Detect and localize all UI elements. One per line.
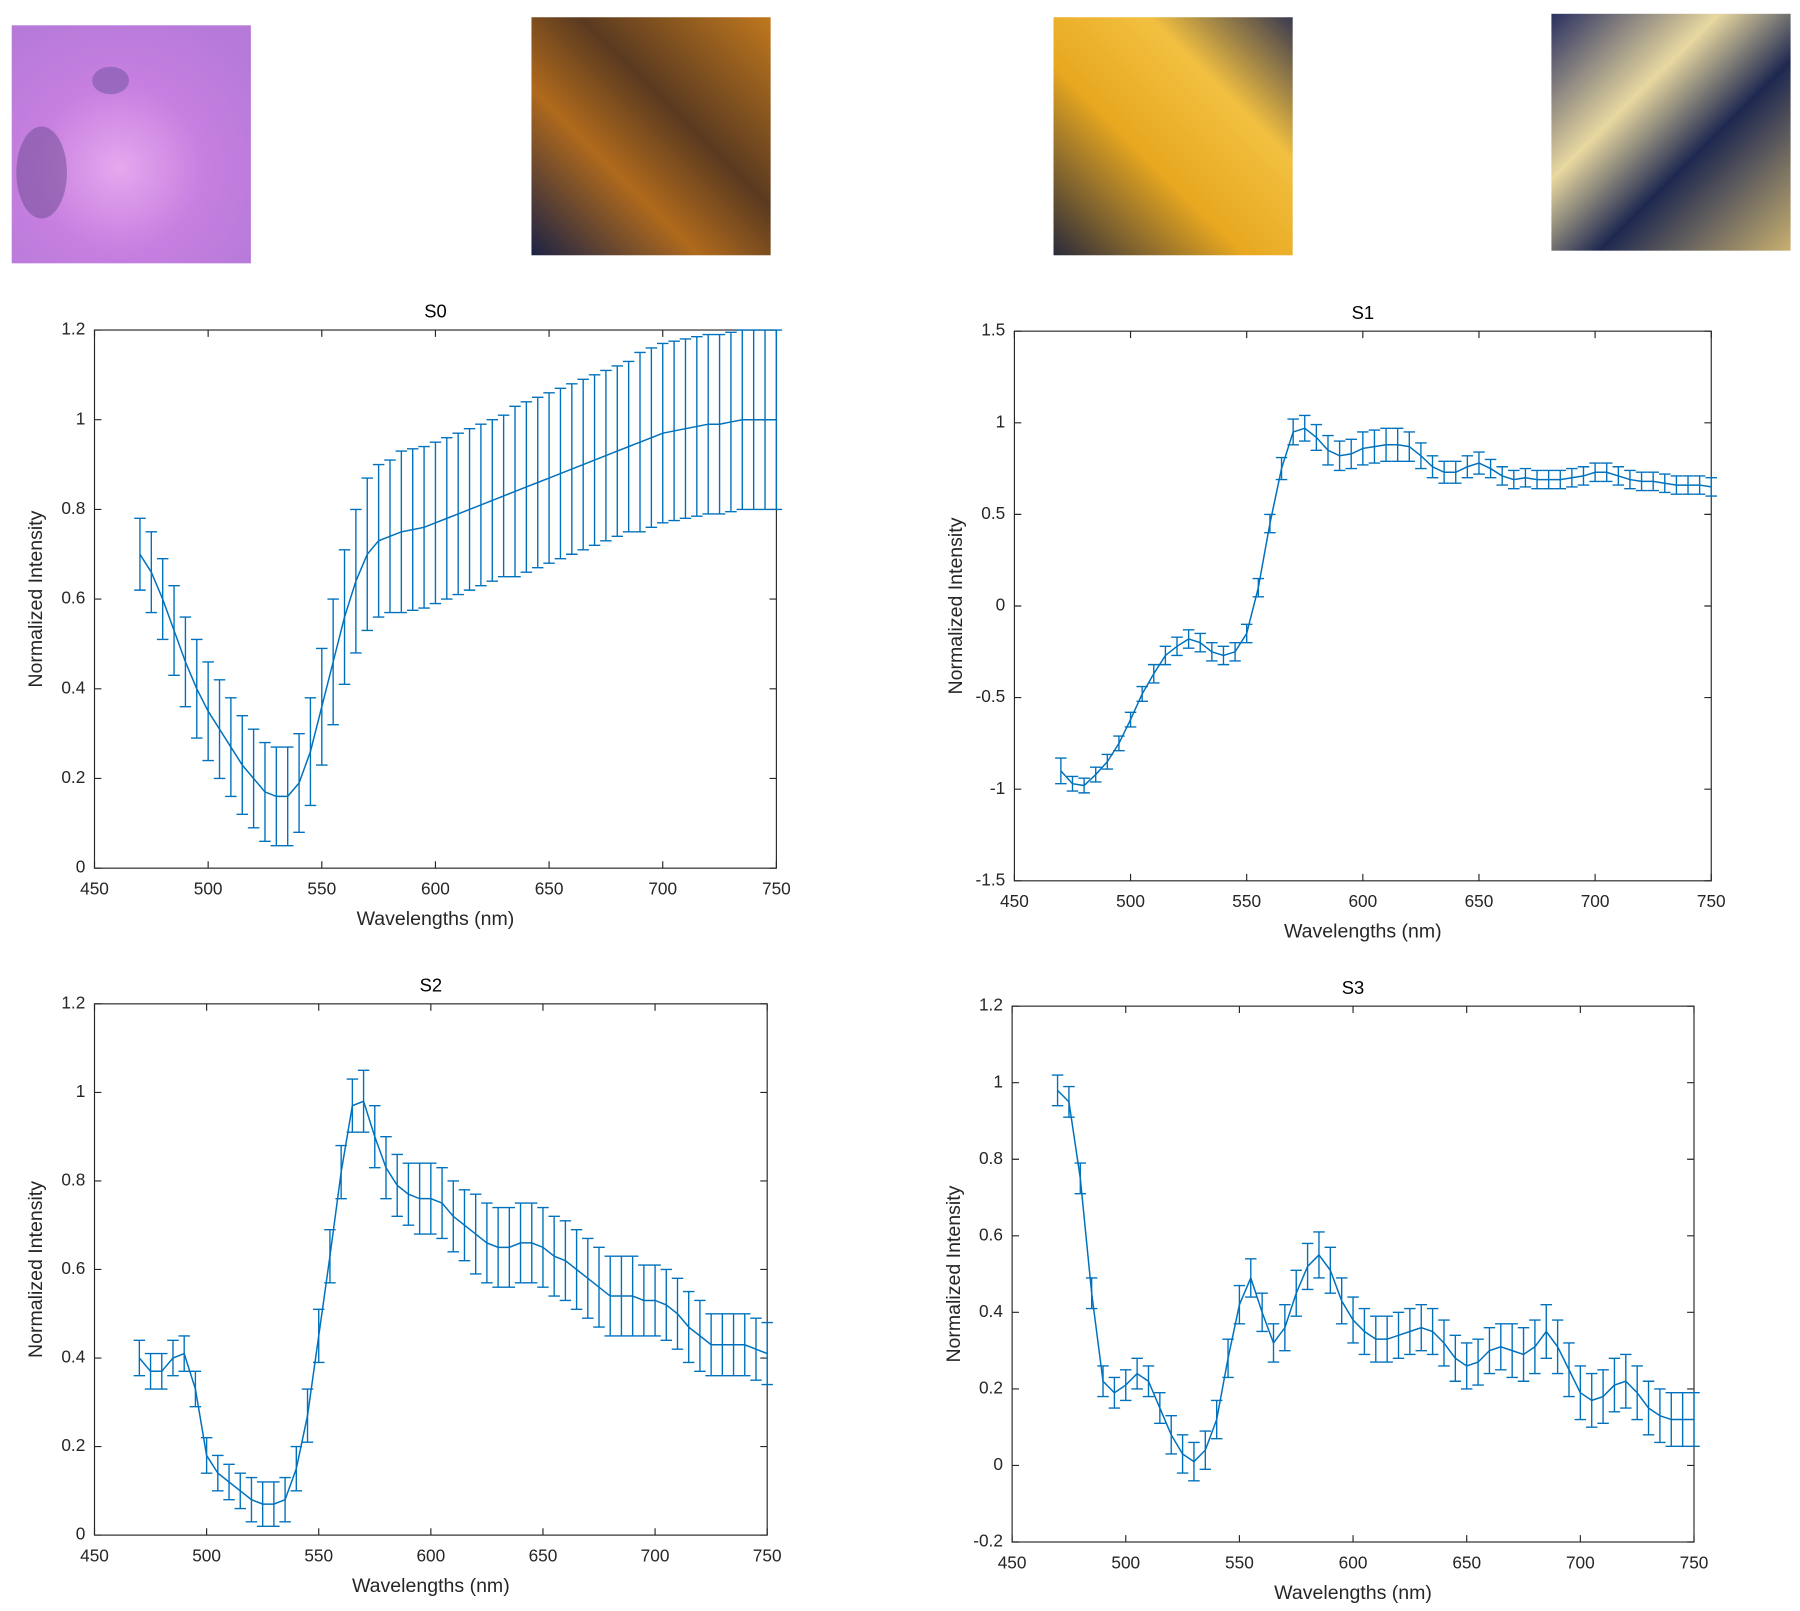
x-tick-label: 550 (1232, 891, 1261, 911)
y-tick-label: 1 (76, 1081, 86, 1101)
x-tick-label: 500 (1111, 1552, 1140, 1572)
y-tick-label: 1 (76, 408, 86, 428)
error-bar (1705, 477, 1717, 497)
y-tick-label: 1.5 (981, 320, 1005, 340)
x-tick-label: 750 (1680, 1552, 1709, 1572)
x-tick-label: 550 (307, 879, 336, 899)
line (138, 1100, 768, 1505)
x-axis-label: Wavelengths (nm) (352, 1575, 510, 1597)
image-detail (16, 126, 67, 219)
x-tick-label: 700 (1581, 891, 1610, 911)
y-tick-label: -0.5 (976, 686, 1006, 706)
y-tick-label: 1.2 (979, 995, 1003, 1015)
x-tick-label: 750 (753, 1546, 782, 1566)
line (139, 418, 777, 798)
y-tick-label: 0.8 (61, 1169, 85, 1189)
x-tick-label: 500 (192, 1546, 221, 1566)
y-tick-label: 0.4 (61, 677, 85, 697)
x-tick-label: 700 (641, 1546, 670, 1566)
chart-title: S0 (424, 301, 446, 322)
y-tick-label: 0.5 (981, 503, 1005, 523)
x-tick-label: 500 (194, 879, 223, 899)
error-bar (134, 517, 146, 591)
y-tick-label: 0.8 (61, 498, 85, 518)
y-tick-label: -1 (990, 778, 1005, 798)
x-tick-label: 450 (998, 1552, 1027, 1572)
x-tick-label: 650 (535, 879, 564, 899)
x-axis-label: Wavelengths (nm) (1284, 921, 1442, 943)
x-tick-label: 550 (304, 1546, 333, 1566)
y-tick-label: 1.2 (61, 992, 85, 1012)
y-tick-label: 0.2 (61, 1435, 85, 1455)
y-tick-label: 0.4 (61, 1347, 85, 1367)
x-tick-label: 550 (1225, 1552, 1254, 1572)
x-axis-label: Wavelengths (nm) (357, 908, 515, 930)
y-tick-label: 0.6 (61, 1258, 85, 1278)
x-tick-label: 650 (1465, 891, 1494, 911)
line (1057, 1089, 1695, 1463)
y-tick-label: -0.2 (973, 1531, 1003, 1551)
x-tick-label: 600 (1348, 891, 1377, 911)
y-tick-label: 0 (993, 1454, 1003, 1474)
y-tick-label: 0.8 (979, 1148, 1003, 1168)
image-s1 (531, 17, 771, 256)
x-axis-label: Wavelengths (nm) (1274, 1582, 1432, 1604)
y-tick-label: 1 (993, 1071, 1003, 1091)
x-tick-label: 500 (1116, 891, 1145, 911)
x-tick-label: 750 (762, 879, 791, 899)
chart-title: S2 (420, 974, 442, 995)
image-detail (92, 66, 129, 95)
y-tick-label: 0 (76, 857, 86, 877)
x-tick-label: 600 (1339, 1552, 1368, 1572)
plot-area (1011, 1005, 1695, 1543)
y-tick-label: 0.2 (979, 1377, 1003, 1397)
chart-title: S3 (1342, 977, 1364, 998)
error-bar (1051, 1074, 1064, 1107)
x-tick-label: 600 (416, 1546, 445, 1566)
x-tick-label: 600 (421, 879, 450, 899)
y-tick-label: -1.5 (976, 869, 1006, 889)
y-axis-label: Normalized Intensity (945, 517, 967, 694)
error-bar (1055, 757, 1067, 785)
x-tick-label: 700 (648, 879, 677, 899)
y-tick-label: 0.4 (979, 1301, 1003, 1321)
x-tick-label: 450 (80, 1546, 109, 1566)
y-tick-label: 0 (76, 1524, 86, 1544)
y-tick-label: 0.6 (979, 1224, 1003, 1244)
image-s3 (1551, 13, 1791, 251)
y-tick-label: 1.2 (61, 319, 85, 339)
image-s2 (1053, 17, 1293, 256)
x-tick-label: 700 (1566, 1552, 1595, 1572)
x-tick-label: 650 (1452, 1552, 1481, 1572)
y-axis-label: Normalized Intensity (943, 1185, 965, 1362)
chart-title: S1 (1352, 302, 1374, 323)
line (1060, 427, 1712, 787)
y-tick-label: 0 (996, 595, 1006, 615)
y-tick-label: 0.2 (61, 767, 85, 787)
y-axis-label: Normalized Intensity (25, 1181, 47, 1358)
x-tick-label: 450 (1000, 891, 1029, 911)
x-tick-label: 750 (1697, 891, 1726, 911)
plot-area (1013, 330, 1712, 882)
y-tick-label: 1 (996, 411, 1006, 431)
y-axis-label: Normalized Intensity (25, 510, 47, 687)
x-tick-label: 650 (529, 1546, 558, 1566)
y-tick-label: 0.6 (61, 588, 85, 608)
x-tick-label: 450 (80, 879, 109, 899)
